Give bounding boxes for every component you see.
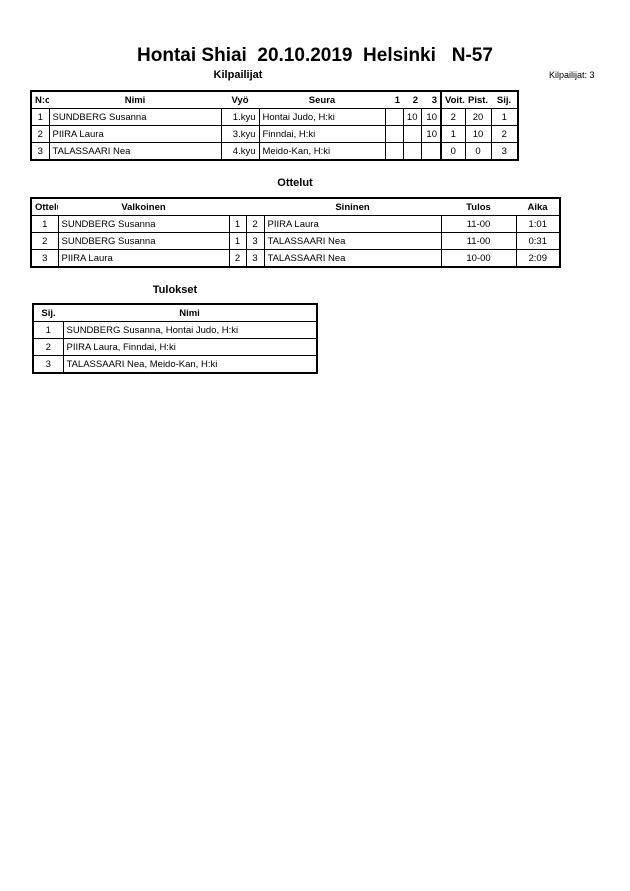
table-cell: Hontai Judo, H:ki — [258, 108, 386, 126]
competitors-heading: Kilpailijat — [213, 69, 263, 81]
column-header: 1 — [385, 91, 403, 109]
table-cell: 0:31 — [515, 232, 561, 250]
competitors-table: N:oNimiVyöSeura123Voit.Pist.Sij. 1SUNDBE… — [30, 90, 519, 161]
table-cell — [384, 125, 404, 143]
table-cell: TALASSAARI Nea — [48, 142, 222, 161]
results-table: Sij. Nimi 1 SUNDBERG Susanna, Hontai Judo,… — [32, 303, 318, 374]
table-cell: 10 — [420, 125, 442, 143]
table-row: 1 SUNDBERG Susanna 1 2 PIIRA Laura 11-00 1:01 — [30, 215, 561, 233]
table-cell — [384, 142, 404, 161]
table-cell: 10-00 — [440, 249, 517, 268]
table-cell: 1 — [440, 125, 466, 143]
table-cell: TALASSAARI Nea, Meido-Kan, H:ki — [62, 355, 318, 374]
table-cell — [402, 125, 422, 143]
table-cell: 3 — [32, 355, 64, 374]
matches-heading: Ottelut — [277, 177, 313, 189]
table-cell: 1 — [228, 215, 247, 233]
column-header: Nimi — [63, 304, 317, 322]
table-cell: 2 — [245, 215, 265, 233]
column-header: Vyö — [221, 91, 259, 109]
table-cell: 20 — [464, 108, 492, 126]
table-cell: PIIRA Laura, Finndai, H:ki — [62, 338, 318, 356]
table-cell: 4.kyu — [220, 142, 260, 161]
table-row: 2 PIIRA Laura, Finndai, H:ki — [32, 338, 318, 356]
table-cell — [384, 108, 404, 126]
table-cell: 0 — [440, 142, 466, 161]
column-header: Sij. — [33, 304, 63, 322]
table-cell: 2:09 — [515, 249, 561, 268]
competitors-count: Kilpailijat: 3 — [549, 70, 595, 80]
table-cell: 2 — [30, 125, 50, 143]
column-header: Aika — [516, 198, 560, 216]
column-header: Voit. — [440, 91, 465, 109]
table-cell: 1 — [30, 215, 59, 233]
table-cell: 3.kyu — [220, 125, 260, 143]
table-cell: 0 — [464, 142, 492, 161]
page-title: Hontai Shiai 20.10.2019 Helsinki N-57 — [137, 45, 493, 66]
table-cell: 2 — [490, 125, 519, 143]
table-row: 1 SUNDBERG Susanna, Hontai Judo, H:ki — [32, 321, 318, 339]
column-header — [246, 198, 264, 216]
table-cell: SUNDBERG Susanna — [48, 108, 222, 126]
table-cell: Meido-Kan, H:ki — [258, 142, 386, 161]
table-cell: PIIRA Laura — [48, 125, 222, 143]
table-cell: PIIRA Laura — [57, 249, 230, 268]
table-cell: 2 — [440, 108, 466, 126]
table-row: 2 PIIRA Laura 3.kyu Finndai, H:ki 10 1 10 2 — [30, 125, 519, 143]
table-cell: 1 — [32, 321, 64, 339]
table-row: 3 TALASSAARI Nea 4.kyu Meido-Kan, H:ki 0 0 3 — [30, 142, 519, 161]
table-cell: 1:01 — [515, 215, 561, 233]
results-heading: Tulokset — [152, 284, 198, 296]
table-cell: SUNDBERG Susanna — [57, 215, 230, 233]
column-header: Tulos — [441, 198, 516, 216]
table-cell: 1 — [228, 232, 247, 250]
table-cell: SUNDBERG Susanna, Hontai Judo, H:ki — [62, 321, 318, 339]
table-cell: 3 — [245, 232, 265, 250]
table-cell: 3 — [490, 142, 519, 161]
table-cell: 2 — [228, 249, 247, 268]
column-header: Ottelu — [31, 198, 58, 216]
table-row: 3 TALASSAARI Nea, Meido-Kan, H:ki — [32, 355, 318, 374]
table-cell: 1 — [30, 108, 50, 126]
table-cell — [402, 142, 422, 161]
table-cell: 11-00 — [440, 215, 517, 233]
table-cell: 2 — [32, 338, 64, 356]
table-cell: TALASSAARI Nea — [263, 232, 442, 250]
table-cell: SUNDBERG Susanna — [57, 232, 230, 250]
table-cell: 1 — [490, 108, 519, 126]
table-cell: 2 — [30, 232, 59, 250]
table-cell: Finndai, H:ki — [258, 125, 386, 143]
column-header: N:o — [31, 91, 49, 109]
table-cell: 10 — [402, 108, 422, 126]
table-cell: 3 — [30, 142, 50, 161]
column-header: Sij. — [491, 91, 518, 109]
column-header: Nimi — [49, 91, 221, 109]
column-header: Sininen — [264, 198, 441, 216]
table-cell: 11-00 — [440, 232, 517, 250]
table-row: 1 SUNDBERG Susanna 1.kyu Hontai Judo, H:ki 1… — [30, 108, 519, 126]
table-row: 2 SUNDBERG Susanna 1 3 TALASSAARI Nea 11-00 0:… — [30, 232, 561, 250]
column-header: Seura — [259, 91, 385, 109]
table-cell: 1.kyu — [220, 108, 260, 126]
column-header: 2 — [403, 91, 421, 109]
table-cell — [420, 142, 442, 161]
column-header: Pist. — [465, 91, 491, 109]
table-cell: 3 — [245, 249, 265, 268]
column-header: Valkoinen — [58, 198, 229, 216]
table-cell: 10 — [420, 108, 442, 126]
column-header: 3 — [421, 91, 441, 109]
table-row: 3 PIIRA Laura 2 3 TALASSAARI Nea 10-00 2:09 — [30, 249, 561, 268]
column-header — [229, 198, 246, 216]
table-cell: 3 — [30, 249, 59, 268]
table-cell: PIIRA Laura — [263, 215, 442, 233]
table-cell: 10 — [464, 125, 492, 143]
table-cell: TALASSAARI Nea — [263, 249, 442, 268]
